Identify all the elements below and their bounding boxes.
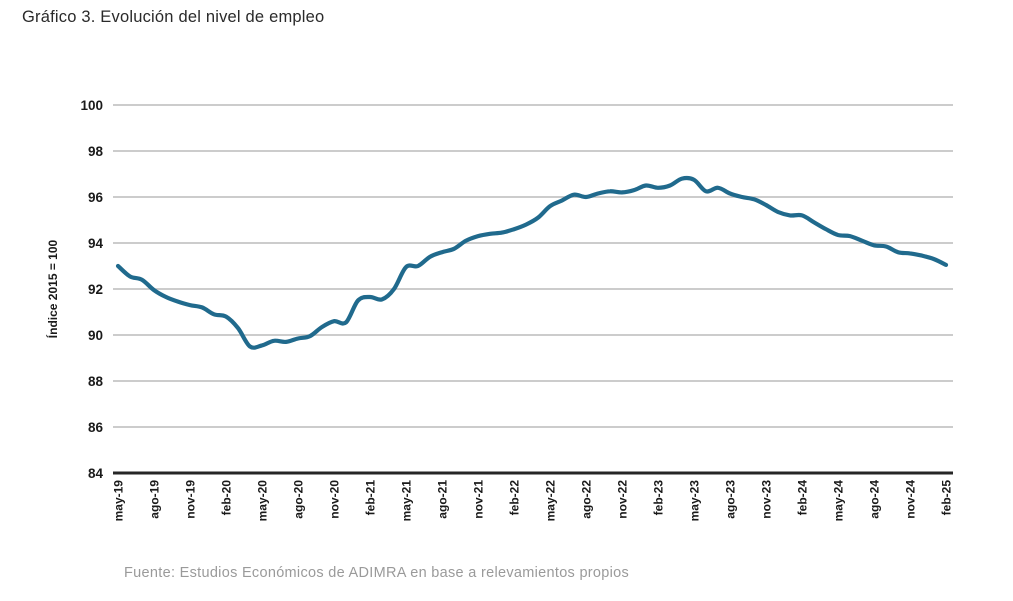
x-tick-label: may-24 <box>832 480 846 522</box>
y-tick-label: 84 <box>88 466 104 481</box>
x-tick-label: may-21 <box>400 480 414 522</box>
x-tick-label: feb-24 <box>796 480 810 516</box>
x-tick-label: may-23 <box>688 480 702 522</box>
y-tick-label: 92 <box>88 282 103 297</box>
x-tick-label: may-22 <box>544 480 558 522</box>
x-tick-label: ago-24 <box>868 480 882 519</box>
y-tick-label: 100 <box>80 98 103 113</box>
source-note: Fuente: Estudios Económicos de ADIMRA en… <box>124 565 630 581</box>
x-tick-label: may-20 <box>256 480 270 522</box>
y-tick-label: 86 <box>88 420 104 435</box>
x-tick-label: feb-22 <box>508 480 522 516</box>
x-tick-label: nov-19 <box>184 480 198 519</box>
y-tick-label: 88 <box>88 374 104 389</box>
x-tick-label: feb-23 <box>652 480 666 516</box>
x-tick-label: may-19 <box>112 480 126 522</box>
x-tick-label: ago-20 <box>292 480 306 519</box>
chart-title: Gráfico 3. Evolución del nivel de empleo <box>22 8 325 26</box>
x-tick-label: ago-23 <box>724 480 738 519</box>
x-tick-label: nov-24 <box>904 480 918 519</box>
x-tick-label: feb-20 <box>220 480 234 516</box>
y-axis-title: Índice 2015 = 100 <box>45 239 60 338</box>
y-tick-label: 96 <box>88 190 104 205</box>
x-tick-label: nov-20 <box>328 480 342 519</box>
y-tick-label: 90 <box>88 328 103 343</box>
x-tick-label: ago-19 <box>148 480 162 519</box>
x-tick-label: nov-21 <box>472 480 486 519</box>
x-tick-label: feb-25 <box>940 480 954 516</box>
x-tick-label: ago-21 <box>436 480 450 519</box>
employment-series-line <box>115 175 949 350</box>
x-tick-label: nov-22 <box>616 480 630 519</box>
y-tick-label: 98 <box>88 144 104 159</box>
y-tick-label: 94 <box>88 236 104 251</box>
x-tick-label: nov-23 <box>760 480 774 519</box>
x-tick-label: ago-22 <box>580 480 594 519</box>
x-tick-label: feb-21 <box>364 480 378 516</box>
